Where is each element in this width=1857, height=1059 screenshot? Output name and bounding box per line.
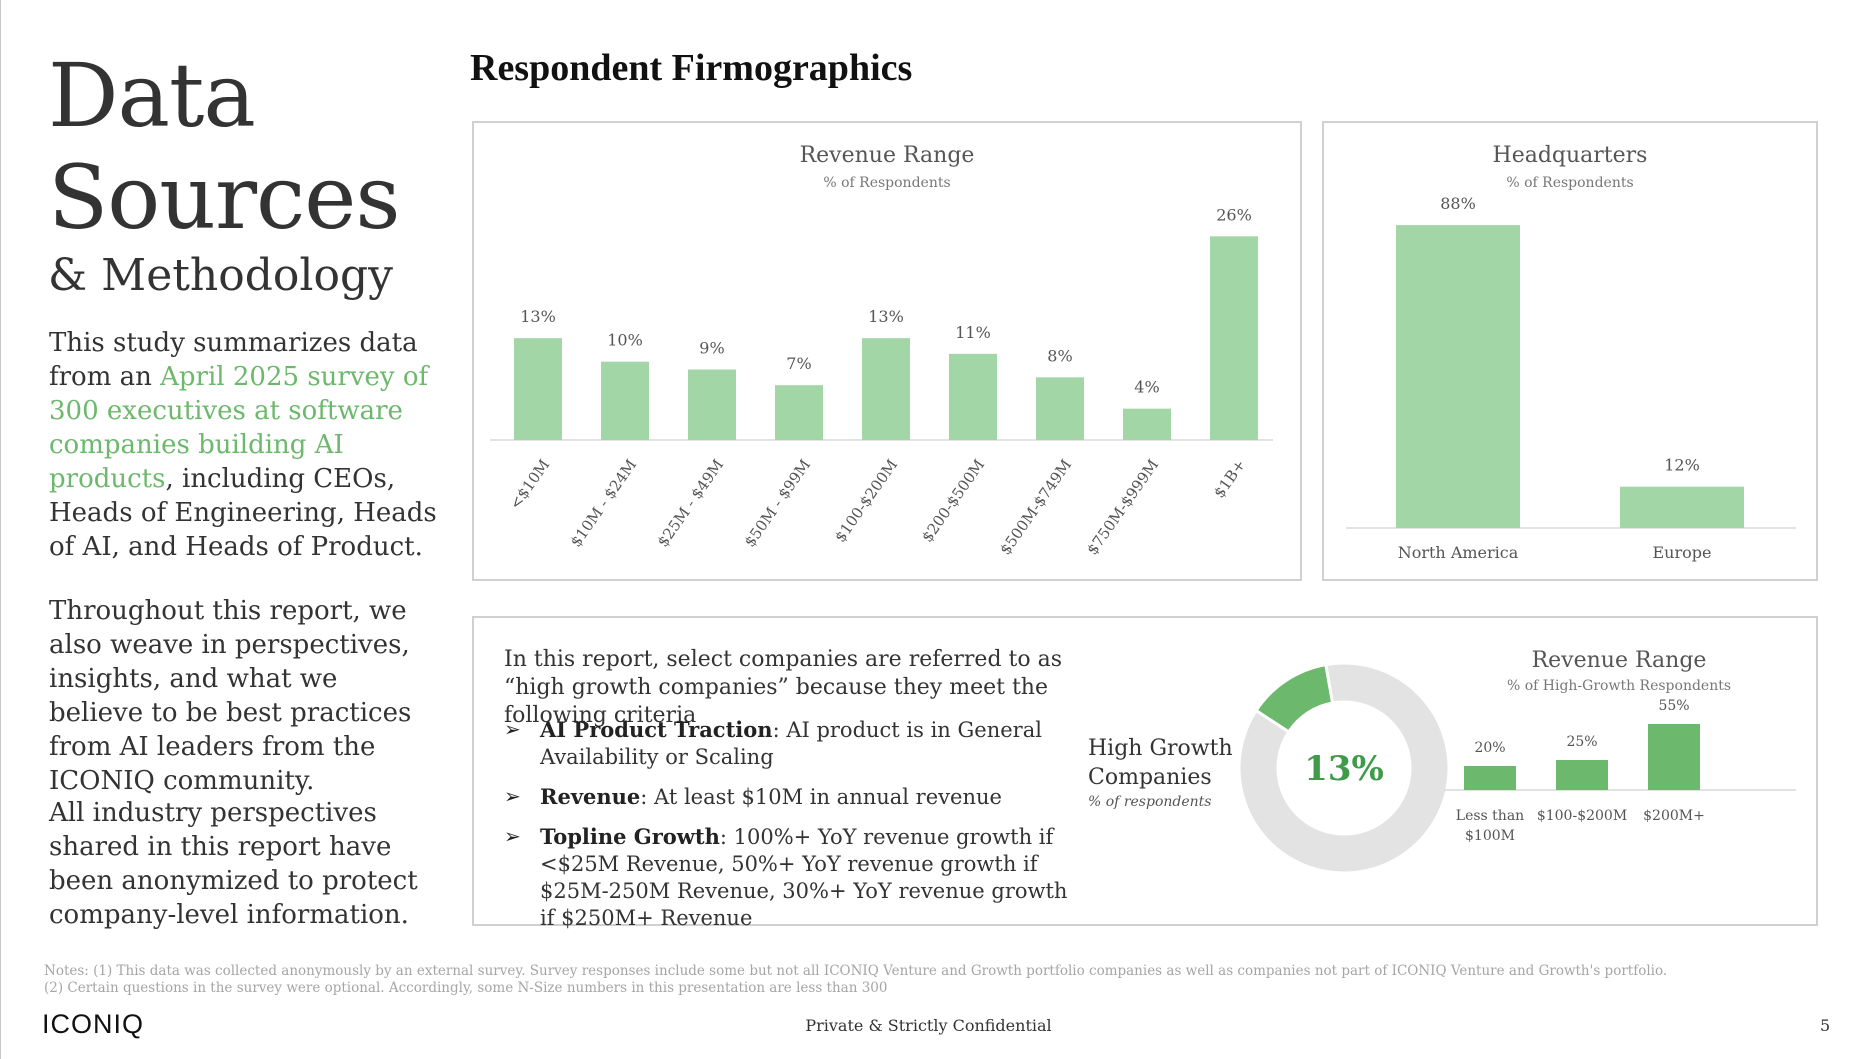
revenue-range-panel: Revenue Range % of Respondents 13% <$10M 1…	[472, 121, 1302, 581]
arrow-bullet-icon: ➢	[504, 784, 521, 808]
intro-p1-post: , including CEOs, Heads of Engineering, …	[49, 464, 437, 562]
donut-label-line1: High Growth	[1088, 736, 1233, 761]
revenue-range-category-label: $25M - $49M	[654, 456, 728, 550]
revenue-range-category-label: $200-$500M	[918, 456, 988, 546]
criteria-item-text: : AI product is in General Availability …	[540, 718, 1042, 769]
title-line-sources: Sources	[48, 146, 401, 249]
headquarters-bar	[1396, 225, 1520, 528]
high-growth-donut: 13%	[1237, 661, 1451, 875]
revenue-range-value-label: 9%	[699, 339, 724, 358]
hg-revenue-bar	[1556, 760, 1608, 790]
hg-revenue-category-label: $100-$200M	[1537, 808, 1627, 824]
donut-label-line2: Companies	[1088, 765, 1212, 790]
arrow-bullet-icon: ➢	[504, 824, 521, 848]
revenue-range-bar	[862, 338, 910, 440]
hg-revenue-bar	[1464, 766, 1516, 790]
donut-label: High Growth Companies % of respondents	[1088, 734, 1268, 812]
revenue-range-bar	[601, 361, 649, 440]
donut-label-sub: % of respondents	[1088, 794, 1212, 810]
headquarters-title: Headquarters	[1492, 143, 1648, 168]
intro-paragraph-1: This study summarizes data from an April…	[49, 326, 439, 564]
footnotes: Notes: (1) This data was collected anony…	[44, 963, 1667, 997]
headquarters-value-label: 88%	[1440, 194, 1476, 213]
left-edge-line	[0, 0, 1, 1059]
revenue-range-value-label: 4%	[1134, 378, 1159, 397]
revenue-range-value-label: 13%	[868, 307, 904, 326]
hg-revenue-value-label: 20%	[1474, 740, 1505, 756]
revenue-range-value-label: 8%	[1047, 346, 1072, 365]
revenue-range-category-label: $750M-$999M	[1083, 456, 1162, 558]
footnote-2: (2) Certain questions in the survey were…	[44, 980, 888, 996]
criteria-item-label: Topline Growth	[540, 824, 720, 849]
revenue-range-value-label: 10%	[607, 331, 643, 350]
revenue-range-category-label: $50M - $99M	[741, 456, 815, 550]
criteria-item-label: Revenue	[540, 784, 641, 809]
headquarters-category-label: North America	[1398, 543, 1519, 562]
revenue-range-subtitle: % of Respondents	[823, 175, 951, 191]
title-line-data: Data	[48, 44, 256, 147]
revenue-range-chart: 13% <$10M 10% $10M - $24M 9% $25M - $49M 7% $50…	[490, 205, 1273, 558]
revenue-range-category-label: $100-$200M	[831, 456, 901, 546]
revenue-range-category-label: $1B+	[1210, 456, 1249, 501]
intro-p1-highlight: April 2025 survey of 300 executives at s…	[49, 362, 429, 494]
revenue-range-value-label: 7%	[786, 354, 811, 373]
hg-revenue-value-label: 25%	[1566, 734, 1597, 750]
confidential-label: Private & Strictly Confidential	[805, 1016, 1052, 1035]
revenue-range-bar	[775, 385, 823, 440]
hg-revenue-bar	[1648, 724, 1700, 790]
intro-p1-pre: This study summarizes data from an	[49, 328, 418, 392]
revenue-range-value-label: 26%	[1216, 205, 1252, 224]
revenue-range-bar	[1123, 408, 1171, 440]
criteria-item: ➢ Revenue: At least $10M in annual revenu…	[504, 783, 1084, 811]
donut-slice	[1237, 661, 1451, 875]
criteria-item: ➢ AI Product Traction: AI product is in G…	[504, 716, 1084, 771]
headquarters-bar	[1620, 486, 1744, 528]
iconiq-logo: ICONIQ	[42, 1009, 145, 1039]
hg-revenue-subtitle: % of High-Growth Respondents	[1506, 678, 1732, 694]
criteria-list: ➢ AI Product Traction: AI product is in G…	[504, 716, 1084, 944]
criteria-item: ➢ Topline Growth: 100%+ YoY revenue growt…	[504, 823, 1084, 932]
revenue-range-bar	[949, 353, 997, 440]
headquarters-chart: 88% North America 12% Europe	[1346, 194, 1796, 562]
revenue-range-bar	[514, 338, 562, 440]
headquarters-value-label: 12%	[1664, 456, 1700, 475]
donut-center-label: 13%	[1304, 749, 1384, 789]
headquarters-panel: Headquarters % of Respondents 88% North A…	[1322, 121, 1818, 581]
revenue-range-value-label: 13%	[520, 307, 556, 326]
high-growth-panel: In this report, select companies are ref…	[472, 616, 1818, 930]
hg-revenue-title: Revenue Range	[1531, 648, 1707, 673]
revenue-range-bar	[688, 369, 736, 440]
arrow-bullet-icon: ➢	[504, 717, 521, 741]
revenue-range-bar	[1036, 377, 1084, 440]
hg-revenue-value-label: 55%	[1658, 698, 1689, 714]
criteria-item-text: : At least $10M in annual revenue	[640, 785, 1002, 809]
criteria-item-text: : 100%+ YoY revenue growth if <$25M Reve…	[540, 825, 1068, 930]
criteria-intro: In this report, select companies are ref…	[504, 647, 1063, 728]
criteria-item-label: AI Product Traction	[540, 717, 773, 742]
hg-revenue-category-label: Less than	[1456, 808, 1524, 824]
headquarters-category-label: Europe	[1653, 543, 1712, 562]
donut-slice	[1254, 662, 1335, 734]
section-title: Respondent Firmographics	[470, 47, 913, 89]
title-subtitle: & Methodology	[48, 250, 393, 301]
revenue-range-value-label: 11%	[955, 323, 991, 342]
revenue-range-bar	[1210, 236, 1258, 440]
intro-paragraph-2: Throughout this report, we also weave in…	[49, 596, 412, 796]
revenue-range-category-label: <$10M	[506, 456, 553, 513]
hg-revenue-category-label: $200M+	[1643, 808, 1705, 824]
hg-revenue-chart: 20% Less than $100M 25% $100-$200M 55% $200M+	[1444, 698, 1796, 844]
revenue-range-category-label: $500M-$749M	[996, 456, 1075, 558]
revenue-range-title: Revenue Range	[799, 143, 975, 168]
hg-revenue-category-label: $100M	[1465, 828, 1515, 844]
headquarters-subtitle: % of Respondents	[1506, 175, 1634, 191]
footnote-1: Notes: (1) This data was collected anony…	[44, 963, 1668, 979]
intro-paragraph-3: All industry perspectives shared in this…	[49, 798, 418, 930]
page-number: 5	[1820, 1016, 1831, 1035]
revenue-range-category-label: $10M - $24M	[567, 456, 641, 550]
